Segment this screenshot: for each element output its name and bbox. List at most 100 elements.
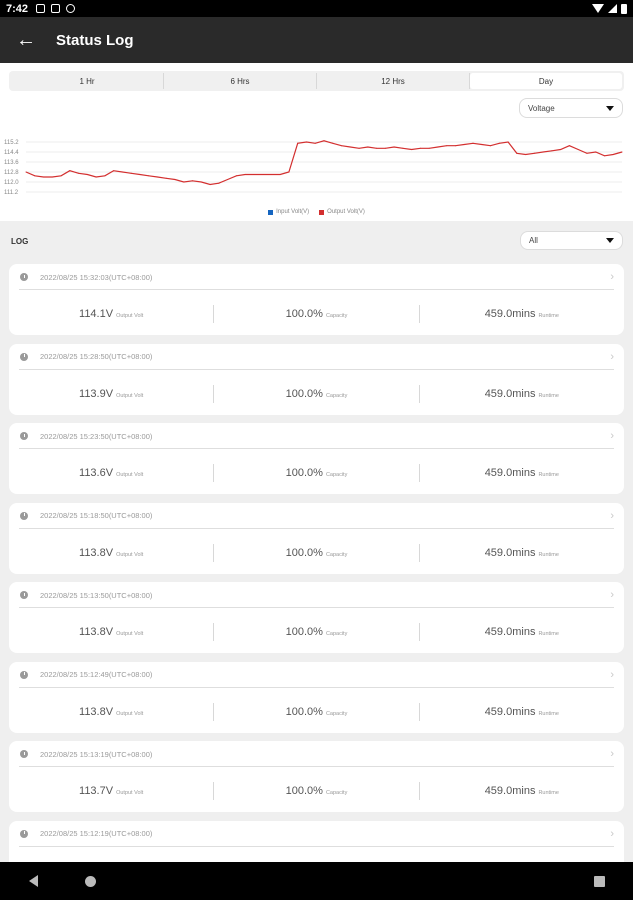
- chevron-right-icon[interactable]: ›: [610, 827, 614, 840]
- output-volt-point: [227, 179, 229, 180]
- output-volt-point: [507, 141, 509, 143]
- output-volt-point: [209, 184, 211, 185]
- output-volt-point: [542, 151, 544, 153]
- chevron-right-icon[interactable]: ›: [610, 271, 614, 283]
- stat-capacity: 100.0% Capacity: [214, 308, 418, 320]
- log-entry-timestamp: 2022/08/25 15:13:50(UTC+08:00): [40, 590, 153, 600]
- nav-home-icon[interactable]: [85, 875, 96, 887]
- chart-legend: Input Volt(V) Output Volt(V): [0, 209, 633, 215]
- tab-12-hrs[interactable]: 12 Hrs: [317, 73, 470, 89]
- caret-down-icon: [606, 238, 614, 243]
- voltage-line-chart: 115.2 114.4 113.6 112.8 112.0 111.2: [4, 140, 623, 196]
- divider: [19, 607, 614, 608]
- tab-6-hrs[interactable]: 6 Hrs: [164, 73, 317, 89]
- output-volt-caption: Output Volt: [116, 313, 144, 319]
- stat-output-volt: 113.6V Output Volt: [9, 467, 213, 479]
- back-arrow-icon[interactable]: ←: [16, 28, 36, 51]
- capacity-caption: Capacity: [325, 313, 348, 319]
- output-volt-point: [60, 175, 62, 177]
- output-volt-point: [148, 175, 150, 177]
- metric-select[interactable]: Voltage: [519, 98, 623, 118]
- output-volt-value: 113.9V: [79, 387, 114, 400]
- stat-runtime: 459.0mins Runtime: [420, 467, 624, 479]
- runtime-value: 459.0mins: [484, 546, 536, 559]
- capacity-value: 100.0%: [285, 467, 323, 479]
- log-entry-card[interactable]: 2022/08/25 15:23:50(UTC+08:00) › 113.6V Out…: [9, 423, 624, 494]
- tab-day[interactable]: Day: [470, 73, 622, 89]
- output-volt-point: [516, 152, 518, 154]
- log-entry-stats: 113.8V Output Volt 100.0% Capacity 459.0mins…: [9, 622, 624, 642]
- range-segmented-control: 1 Hr 6 Hrs 12 Hrs Day: [9, 71, 624, 91]
- log-heading: LOG: [11, 237, 29, 246]
- output-volt-point: [200, 181, 202, 183]
- divider: [213, 702, 215, 721]
- output-volt-point: [384, 147, 386, 149]
- log-entry-card[interactable]: 2022/08/25 15:12:49(UTC+08:00) › 113.8V Out…: [9, 661, 624, 733]
- runtime-caption: Runtime: [538, 551, 559, 558]
- chevron-right-icon[interactable]: ›: [610, 589, 614, 601]
- legend-swatch-output: [319, 209, 325, 215]
- runtime-value: 459.0mins: [484, 467, 536, 479]
- log-entry-header: 2022/08/25 15:32:03(UTC+08:00) ›: [20, 271, 614, 283]
- wifi-icon: [592, 4, 604, 13]
- capacity-caption: Capacity: [325, 631, 348, 637]
- output-volt-point: [113, 170, 115, 172]
- output-volt-point: [121, 171, 123, 173]
- clock-icon: [20, 273, 28, 281]
- output-volt-point: [604, 155, 605, 157]
- log-entry-card[interactable]: 2022/08/25 15:13:19(UTC+08:00) › 113.7V Out…: [9, 741, 624, 812]
- clock-icon: [20, 352, 28, 361]
- log-entry-card[interactable]: 2022/08/25 15:13:50(UTC+08:00) › 113.8V Out…: [9, 582, 624, 653]
- legend-output-volt: Output Volt(V): [319, 209, 365, 215]
- log-entry-timestamp: 2022/08/25 15:32:03(UTC+08:00): [40, 272, 153, 282]
- chevron-right-icon[interactable]: ›: [610, 668, 614, 681]
- stat-output-volt: 113.9V Output Volt: [9, 388, 213, 400]
- output-volt-point: [86, 174, 88, 175]
- caret-down-icon: [606, 105, 614, 111]
- output-volt-point: [25, 171, 27, 173]
- log-entry-timestamp: 2022/08/25 15:12:49(UTC+08:00): [40, 670, 153, 679]
- stat-runtime: 459.0mins Runtime: [420, 388, 624, 400]
- log-entry-card[interactable]: 2022/08/25 15:32:03(UTC+08:00) › 114.1V Out…: [9, 264, 624, 335]
- page-title: Status Log: [56, 31, 134, 49]
- stat-output-volt: 113.8V Output Volt: [9, 626, 213, 638]
- output-volt-caption: Output Volt: [116, 472, 144, 478]
- runtime-caption: Runtime: [538, 790, 559, 796]
- output-volt-point: [560, 149, 562, 150]
- log-filter-select[interactable]: All: [520, 231, 623, 250]
- nav-recents-icon[interactable]: [594, 875, 605, 887]
- tab-1-hr[interactable]: 1 Hr: [11, 73, 164, 89]
- chevron-right-icon[interactable]: ›: [610, 430, 614, 442]
- stat-capacity: 100.0% Capacity: [214, 706, 418, 718]
- stat-output-volt: 114.1V Output Volt: [9, 308, 213, 320]
- output-volt-point: [279, 174, 281, 175]
- stat-output-volt: 113.8V Output Volt: [9, 706, 213, 718]
- log-entry-header: 2022/08/25 15:13:19(UTC+08:00) ›: [20, 748, 614, 760]
- log-entry-card[interactable]: 2022/08/25 15:18:50(UTC+08:00) › 113.8V Out…: [9, 502, 624, 574]
- log-entry-timestamp: 2022/08/25 15:13:19(UTC+08:00): [40, 749, 153, 759]
- log-entry-card[interactable]: 2022/08/25 15:12:19(UTC+08:00) ›: [9, 820, 624, 862]
- output-volt-point: [463, 144, 465, 145]
- log-entry-header: 2022/08/25 15:18:50(UTC+08:00) ›: [20, 510, 614, 522]
- output-volt-value: 113.7V: [79, 785, 114, 797]
- output-volt-point: [43, 176, 44, 178]
- runtime-value: 459.0mins: [484, 626, 536, 638]
- capacity-caption: Capacity: [325, 551, 348, 558]
- log-entry-stats: 113.8V Output Volt 100.0% Capacity 459.0mins…: [9, 543, 624, 563]
- log-entry-card[interactable]: 2022/08/25 15:28:50(UTC+08:00) › 113.9V Out…: [9, 343, 624, 415]
- capacity-value: 100.0%: [285, 785, 323, 797]
- divider: [418, 702, 420, 721]
- chevron-right-icon[interactable]: ›: [610, 350, 614, 363]
- clock-icon: [20, 511, 28, 520]
- divider: [19, 527, 614, 529]
- output-volt-line: [25, 140, 623, 186]
- chevron-right-icon[interactable]: ›: [610, 509, 614, 522]
- notification-icons: [36, 4, 76, 13]
- stat-runtime: 459.0mins Runtime: [420, 626, 624, 638]
- chevron-right-icon[interactable]: ›: [610, 748, 614, 760]
- output-volt-point: [551, 150, 553, 152]
- y-tick-label: 112.8: [4, 170, 19, 176]
- output-volt-caption: Output Volt: [116, 392, 144, 399]
- nav-back-icon[interactable]: [29, 875, 38, 887]
- divider: [418, 782, 420, 800]
